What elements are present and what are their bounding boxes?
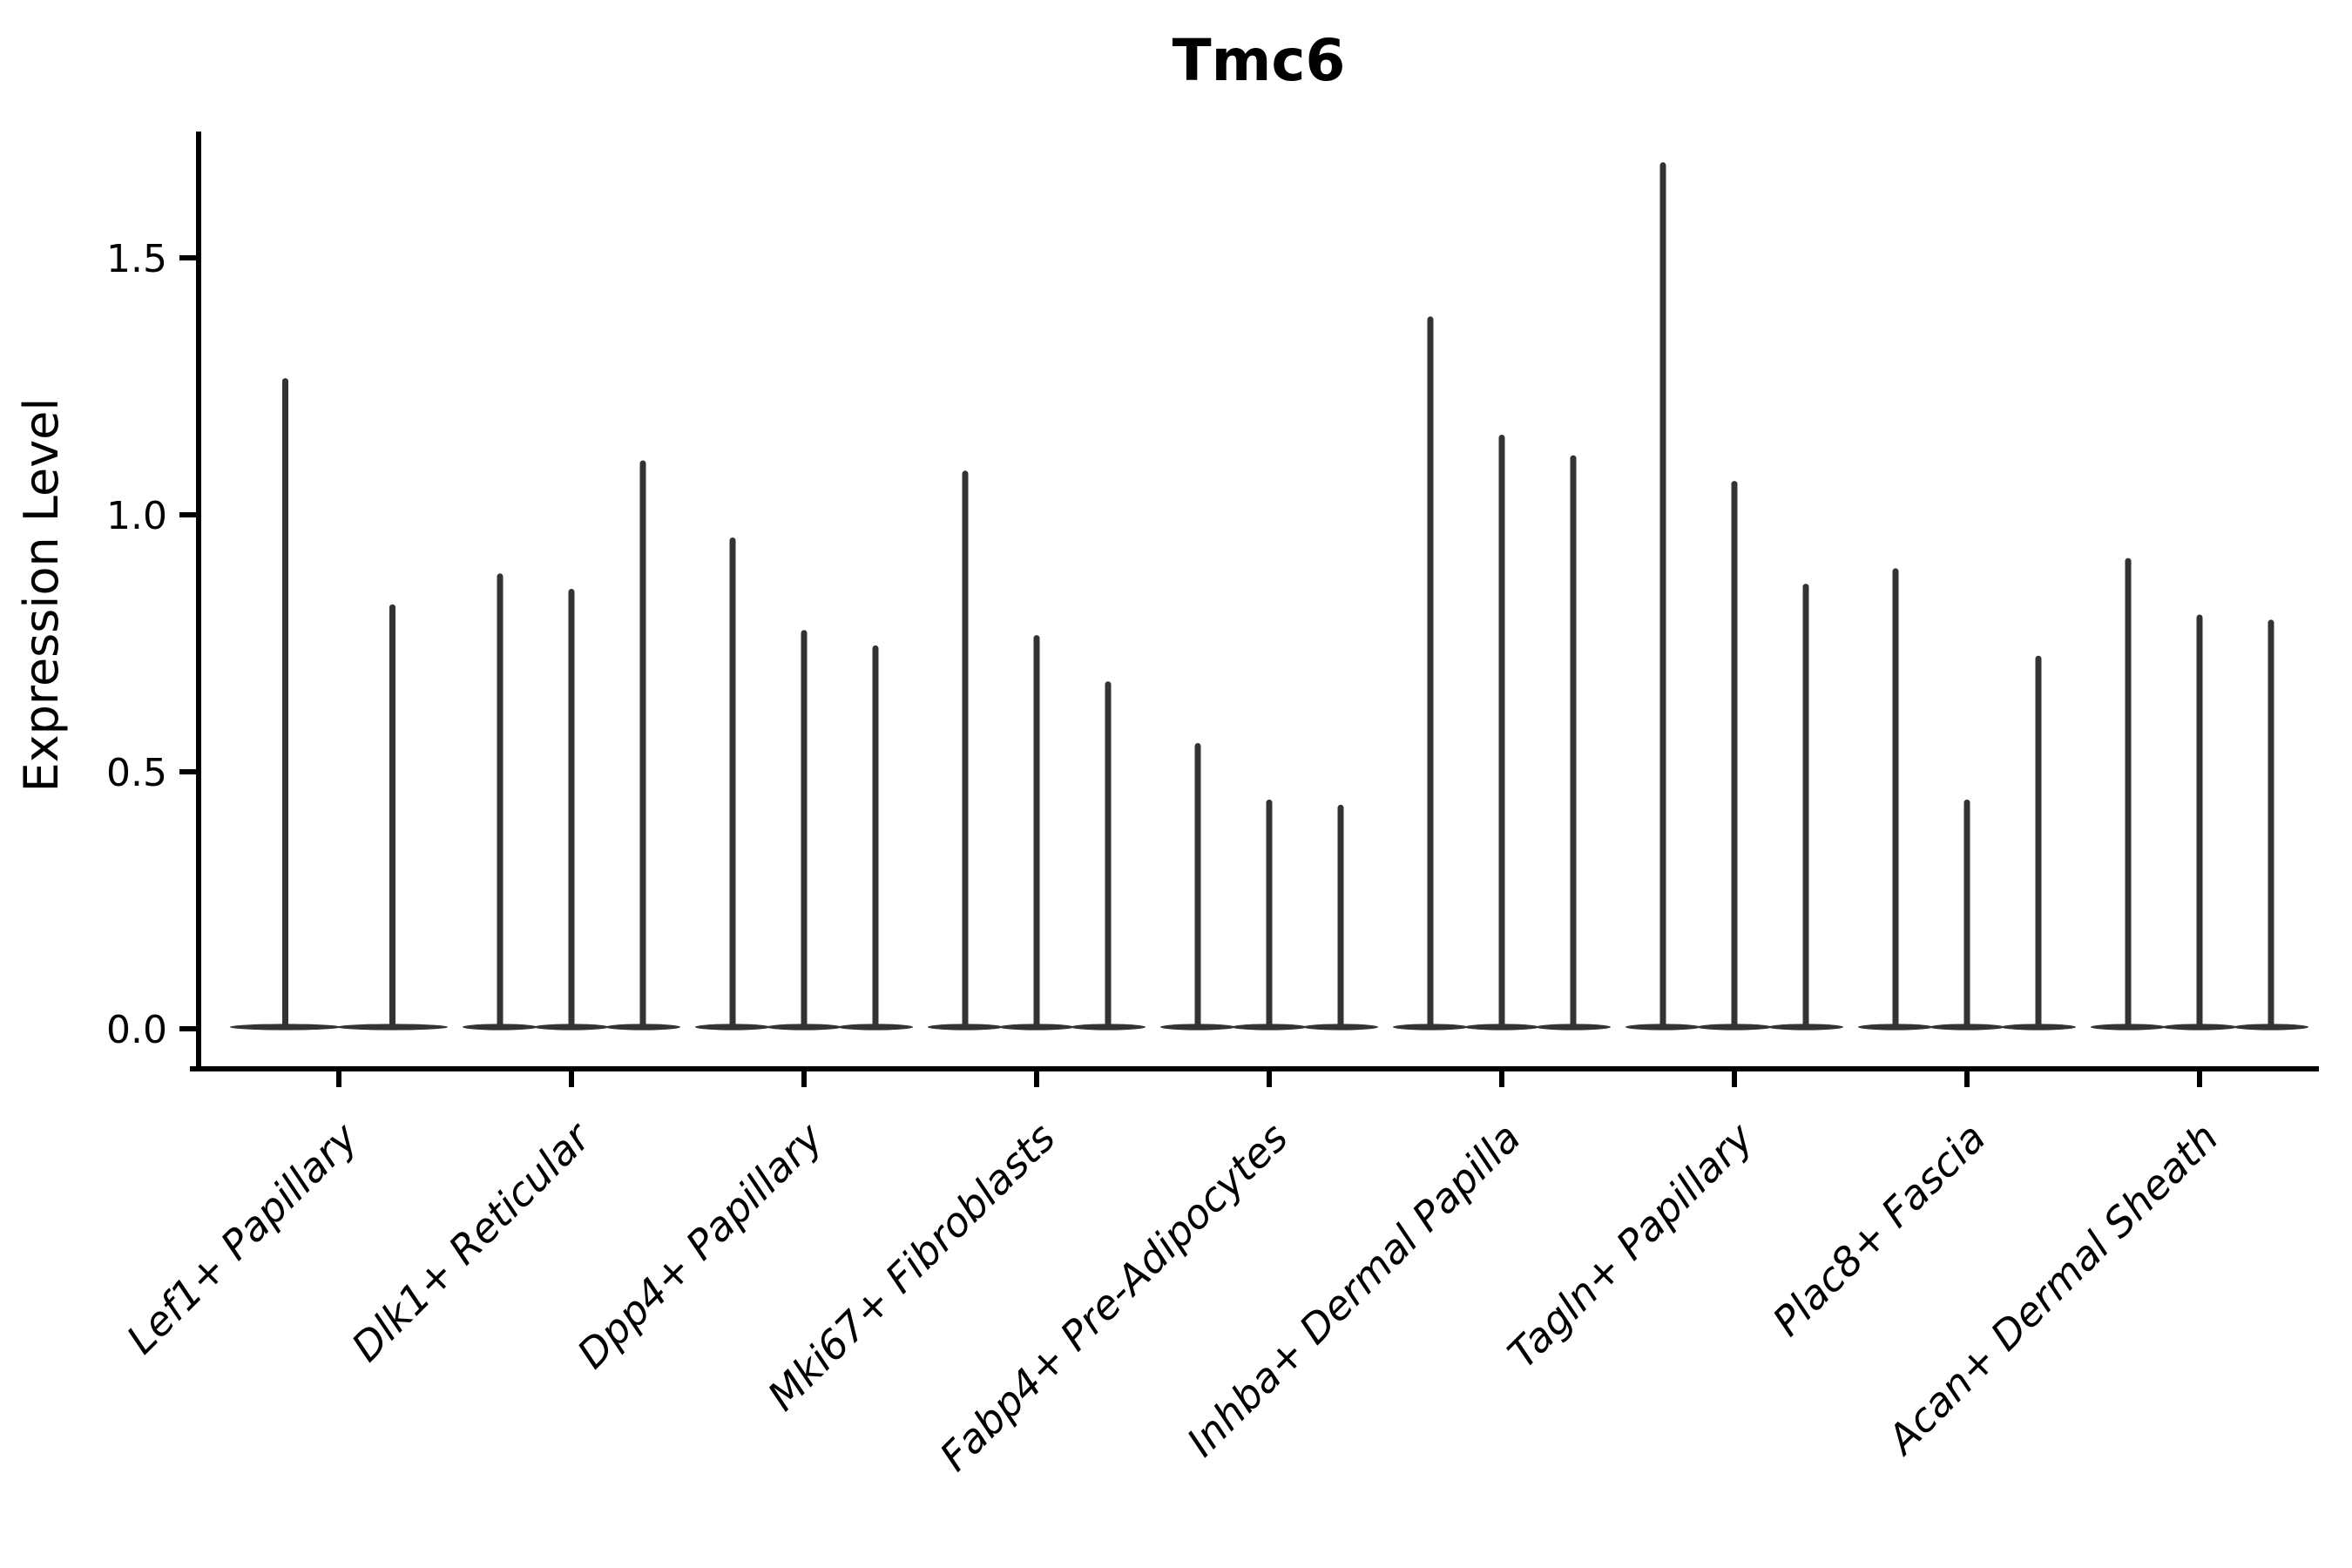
x-tick-label: Lef1+ Papillary — [118, 1113, 367, 1362]
violin-group — [695, 537, 913, 1031]
x-tick-label: Plac8+ Fascia — [1763, 1114, 1994, 1345]
axes-layer: 0.0 0.5 1.0 1.5 — [106, 132, 2319, 1087]
violin-group — [1625, 162, 1843, 1031]
y-tick-label: 0.0 — [106, 1008, 167, 1052]
x-tick-label: Dlk1+ Reticular — [342, 1112, 601, 1370]
violin-group — [230, 378, 448, 1031]
y-axis-label: Expression Level — [14, 398, 69, 793]
violin-group — [928, 470, 1146, 1031]
x-tick-label: Dpp4+ Papillary — [568, 1113, 832, 1377]
violins-layer — [230, 162, 2308, 1031]
y-tick-label: 1.0 — [106, 494, 167, 538]
violin-group — [1858, 568, 2076, 1031]
y-tick-label: 1.5 — [106, 237, 167, 281]
violin-group — [1160, 743, 1378, 1031]
violin-group — [2091, 558, 2308, 1031]
x-tick-label: Tagln+ Papillary — [1498, 1113, 1762, 1377]
violin-group — [1393, 316, 1611, 1031]
y-tick-label: 0.5 — [106, 751, 167, 795]
violin-group — [463, 460, 680, 1031]
plot-title: Tmc6 — [1173, 27, 1346, 94]
